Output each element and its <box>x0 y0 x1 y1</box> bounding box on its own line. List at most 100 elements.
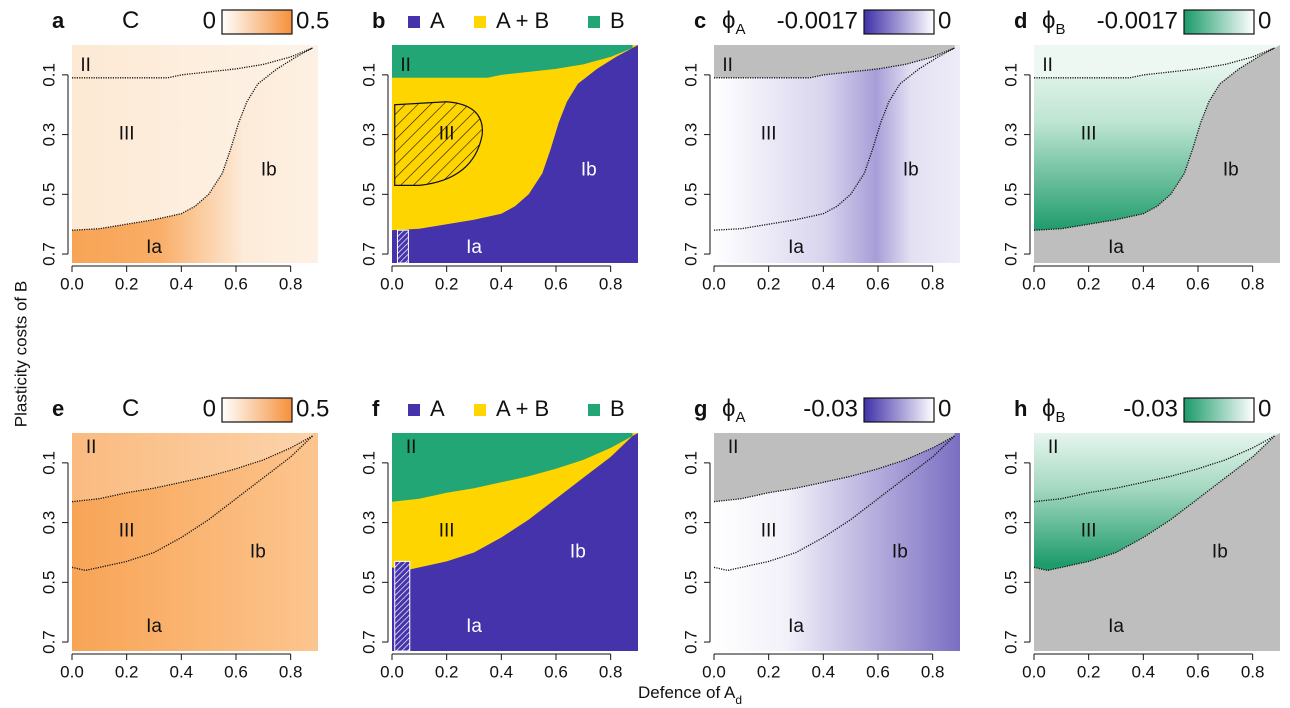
panel-title: ϕB <box>1042 7 1065 38</box>
region-label: II <box>1048 437 1059 458</box>
panel-title-main: ϕ <box>1042 7 1055 34</box>
panel-letter: g <box>694 396 707 421</box>
grey-region <box>714 433 955 502</box>
colorbar-label: 0 <box>203 395 216 422</box>
x-tick-label: 0.2 <box>115 274 139 293</box>
x-tick-label: 0.2 <box>1077 274 1101 293</box>
panel-title-main: C <box>122 7 139 34</box>
x-tick-label: 0.4 <box>812 274 836 293</box>
x-tick-label: 0.0 <box>60 662 84 681</box>
panel-title: C <box>122 395 139 422</box>
legend-swatch <box>474 16 486 28</box>
colorbar-label: -0.03 <box>803 395 858 422</box>
panel-title-sub: B <box>1055 21 1065 38</box>
x-tick-label: 0.0 <box>60 274 84 293</box>
x-tick-label: 0.6 <box>866 274 890 293</box>
region-a <box>392 433 638 651</box>
y-tick-label: 0.1 <box>1001 451 1020 475</box>
x-tick-label: 0.4 <box>812 662 836 681</box>
y-tick-label: 0.3 <box>359 123 378 147</box>
x-axis-label: Defence of Ad <box>638 683 742 707</box>
legend-swatch <box>408 404 420 416</box>
y-tick-label: 0.3 <box>39 511 58 535</box>
y-tick-label: 0.7 <box>39 242 58 266</box>
boundary-line <box>1033 435 1275 572</box>
y-tick-label: 0.3 <box>681 123 700 147</box>
panel-title-sub: A <box>735 409 745 426</box>
panel-letter: d <box>1014 8 1027 33</box>
x-tick-label: 0.0 <box>702 274 726 293</box>
boundary-line <box>713 435 955 572</box>
x-tick-label: 0.2 <box>435 274 459 293</box>
region-label: III <box>439 521 455 542</box>
region-label: Ia <box>1108 237 1124 258</box>
colorbar <box>863 397 935 423</box>
panel-letter: c <box>694 8 706 33</box>
grey-region <box>1034 45 1280 263</box>
x-tick-label: 0.8 <box>279 274 303 293</box>
x-tick-label: 0.8 <box>279 662 303 681</box>
y-tick-label: 0.3 <box>39 123 58 147</box>
y-tick-label: 0.5 <box>681 570 700 594</box>
region-label: Ib <box>581 159 597 180</box>
y-tick-label: 0.1 <box>359 451 378 475</box>
heatmap-region <box>1034 45 1275 78</box>
hatched-region <box>394 560 411 652</box>
region-label: Ia <box>146 237 162 258</box>
x-tick-label: 0.2 <box>757 274 781 293</box>
boundary-line <box>71 435 313 572</box>
y-tick-label: 0.7 <box>39 630 58 654</box>
y-tick-label: 0.3 <box>1001 511 1020 535</box>
x-tick-label: 0.6 <box>224 274 248 293</box>
y-tick-label: 0.5 <box>39 182 58 206</box>
x-tick-label: 0.6 <box>866 662 890 681</box>
y-tick-label: 0.5 <box>39 570 58 594</box>
x-tick-label: 0.4 <box>170 662 194 681</box>
region-label: III <box>439 124 455 145</box>
region-label: Ib <box>261 159 277 180</box>
x-tick-label: 0.2 <box>757 662 781 681</box>
y-tick-label: 0.7 <box>1001 242 1020 266</box>
y-tick-label: 0.3 <box>359 511 378 535</box>
region-label: II <box>400 55 411 76</box>
boundary-line <box>1033 435 1275 503</box>
y-tick-label: 0.7 <box>359 242 378 266</box>
x-tick-label: 0.4 <box>1132 274 1156 293</box>
panel-title-main: ϕ <box>1042 395 1055 422</box>
x-tick-label: 0.6 <box>224 662 248 681</box>
region-label: III <box>1081 521 1097 542</box>
y-tick-label: 0.3 <box>681 511 700 535</box>
x-tick-label: 0.6 <box>544 662 568 681</box>
region-b <box>392 433 633 502</box>
legend-swatch <box>588 404 600 416</box>
panel-title-main: ϕ <box>722 395 735 422</box>
legend-swatch <box>474 404 486 416</box>
region-label: Ib <box>1223 159 1239 180</box>
y-tick-label: 0.7 <box>359 630 378 654</box>
x-tick-label: 0.8 <box>921 274 945 293</box>
region-label: II <box>728 437 739 458</box>
panel-title-main: C <box>122 395 139 422</box>
legend-label: A <box>430 396 445 421</box>
x-tick-label: 0.0 <box>1022 662 1046 681</box>
colorbar-label: -0.0017 <box>777 7 858 34</box>
panel-letter: a <box>52 8 65 33</box>
region-label: Ia <box>466 616 482 637</box>
y-tick-label: 0.1 <box>1001 63 1020 87</box>
heatmap-region <box>72 45 318 263</box>
x-tick-label: 0.4 <box>490 662 514 681</box>
panel-title-sub: A <box>735 21 745 38</box>
x-axis-label-main: Defence of A <box>638 683 736 702</box>
legend-swatch <box>408 16 420 28</box>
colorbar-label: -0.03 <box>1123 395 1178 422</box>
x-tick-label: 0.0 <box>380 274 404 293</box>
region-label: Ib <box>892 541 908 562</box>
colorbar-label: 0 <box>1258 395 1271 422</box>
region-label: II <box>1042 55 1053 76</box>
region-label: Ib <box>1212 541 1228 562</box>
panel-title-sub: B <box>1055 409 1065 426</box>
